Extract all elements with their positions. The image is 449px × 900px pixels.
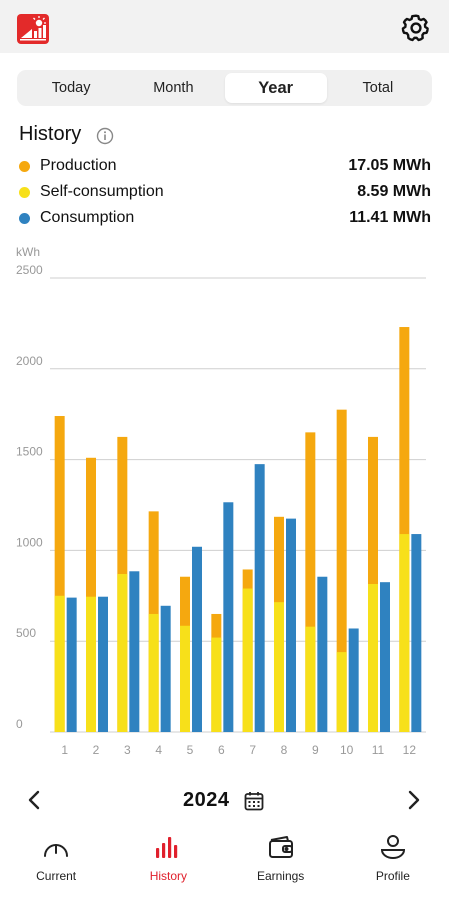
bar-self-consumption bbox=[117, 574, 128, 732]
bar-self-consumption bbox=[54, 595, 65, 732]
tab-year[interactable]: Year bbox=[224, 73, 327, 103]
history-title: History bbox=[19, 123, 82, 145]
bar-self-consumption bbox=[274, 602, 284, 732]
nav-label: Earnings bbox=[256, 869, 305, 883]
legend-value: 11.41 MWh bbox=[349, 209, 431, 226]
wallet-icon bbox=[268, 836, 293, 858]
bar-self-consumption bbox=[242, 588, 253, 732]
x-tick-label: 11 bbox=[372, 743, 385, 757]
chevron-left-icon[interactable] bbox=[22, 788, 46, 812]
x-tick-label: 8 bbox=[281, 743, 288, 757]
bar-consumption bbox=[129, 571, 140, 732]
nav-label: Current bbox=[36, 869, 77, 883]
legend-production: Production 17.05 MWh bbox=[19, 155, 431, 177]
bar-consumption bbox=[411, 534, 422, 732]
tab-total[interactable]: Total bbox=[362, 80, 394, 96]
bar-production bbox=[336, 409, 347, 732]
bar-production bbox=[54, 416, 65, 732]
top-bar bbox=[0, 0, 449, 53]
bar-production bbox=[86, 457, 96, 732]
y-tick-label: 0 bbox=[16, 717, 23, 731]
x-tick-label: 2 bbox=[93, 743, 100, 757]
bar-consumption bbox=[317, 576, 328, 732]
legend-self-consumption: Self-consumption 8.59 MWh bbox=[19, 181, 431, 203]
year-label: 2024 bbox=[183, 789, 230, 811]
period-tabs: Today Month Year Total bbox=[17, 70, 432, 106]
y-tick-label: 1000 bbox=[16, 535, 43, 549]
nav-profile[interactable]: Profile bbox=[337, 828, 449, 900]
nav-current[interactable]: Current bbox=[0, 828, 112, 900]
bottom-navigation: Current History Earnings Profile bbox=[0, 828, 449, 900]
legend-value: 8.59 MWh bbox=[357, 183, 431, 200]
nav-label: Profile bbox=[375, 869, 410, 883]
bar-consumption bbox=[380, 582, 390, 732]
x-tick-label: 3 bbox=[124, 743, 131, 757]
x-tick-label: 5 bbox=[187, 743, 194, 757]
gear-icon bbox=[401, 14, 429, 42]
bar-consumption bbox=[254, 464, 265, 732]
x-tick-label: 6 bbox=[218, 743, 225, 757]
legend-dot-self-consumption bbox=[19, 186, 30, 198]
settings-button[interactable] bbox=[400, 12, 432, 44]
bar-consumption bbox=[192, 546, 202, 732]
info-icon[interactable] bbox=[96, 127, 114, 145]
bar-self-consumption bbox=[180, 625, 190, 732]
tab-today[interactable]: Today bbox=[51, 80, 91, 96]
x-tick-label: 1 bbox=[61, 743, 68, 757]
x-tick-label: 4 bbox=[155, 743, 162, 757]
bar-production bbox=[399, 327, 410, 732]
bar-self-consumption bbox=[86, 596, 96, 732]
bar-consumption bbox=[98, 596, 108, 732]
x-tick-label: 10 bbox=[340, 743, 354, 757]
bar-production bbox=[305, 432, 316, 732]
chevron-right-icon[interactable] bbox=[402, 788, 426, 812]
legend-dot-consumption bbox=[19, 212, 30, 224]
bar-consumption bbox=[160, 605, 171, 732]
bar-self-consumption bbox=[211, 637, 222, 732]
x-tick-label: 12 bbox=[403, 743, 417, 757]
bar-self-consumption bbox=[368, 583, 378, 732]
bar-self-consumption bbox=[305, 626, 316, 732]
legend-dot-production bbox=[19, 160, 30, 172]
bar-self-consumption bbox=[399, 534, 410, 732]
bar-self-consumption bbox=[336, 652, 347, 732]
x-tick-label: 7 bbox=[249, 743, 256, 757]
year-navigator: 2024 bbox=[0, 782, 449, 818]
legend-consumption: Consumption 11.41 MWh bbox=[19, 207, 431, 229]
user-icon bbox=[380, 835, 405, 859]
gauge-icon bbox=[44, 844, 69, 857]
bar-chart-icon bbox=[156, 837, 178, 858]
legend-name: Self-consumption bbox=[40, 183, 164, 200]
bar-consumption bbox=[286, 518, 296, 732]
bar-self-consumption bbox=[148, 613, 159, 732]
x-tick-label: 9 bbox=[312, 743, 319, 757]
y-tick-label: 1500 bbox=[16, 445, 43, 459]
legend-name: Consumption bbox=[40, 209, 135, 226]
solar-house-logo-icon bbox=[17, 14, 49, 44]
calendar-icon[interactable] bbox=[243, 790, 265, 812]
bar-consumption bbox=[66, 597, 77, 732]
y-tick-label: 2000 bbox=[16, 354, 43, 368]
nav-history[interactable]: History bbox=[112, 828, 224, 900]
y-tick-label: 2500 bbox=[16, 263, 43, 277]
bar-consumption bbox=[348, 628, 359, 732]
nav-earnings[interactable]: Earnings bbox=[225, 828, 337, 900]
y-axis-label: kWh bbox=[16, 245, 40, 259]
bar-consumption bbox=[223, 502, 234, 732]
tab-month[interactable]: Month bbox=[153, 80, 194, 96]
y-tick-label: 500 bbox=[16, 626, 36, 640]
legend-name: Production bbox=[40, 157, 117, 174]
legend-value: 17.05 MWh bbox=[348, 157, 431, 174]
nav-label: History bbox=[149, 869, 188, 883]
